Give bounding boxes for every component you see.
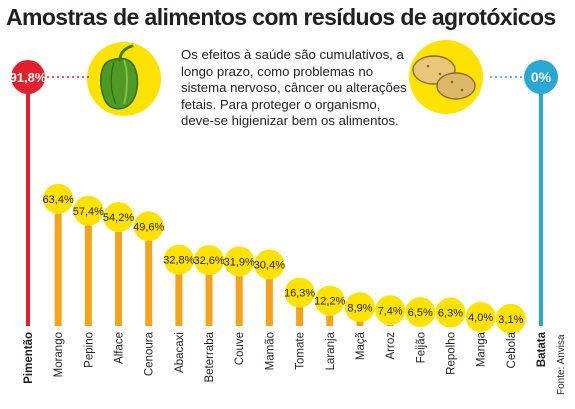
value-disc-maca	[344, 292, 375, 323]
category-label-batata: Batata	[536, 331, 548, 367]
value-label-pepino: 57,4%	[73, 206, 104, 218]
category-label-cenoura: Cenoura	[144, 331, 156, 376]
value-disc-abacaxi	[163, 244, 194, 275]
category-label-repolho: Repolho	[445, 332, 457, 375]
category-label-feijao: Feijão	[415, 332, 427, 363]
category-label-couve: Couve	[234, 332, 246, 365]
green-pepper-icon	[87, 42, 161, 116]
value-disc-couve	[224, 246, 255, 277]
value-label-mamao: 30,4%	[254, 260, 285, 272]
chart-title: Amostras de alimentos com resíduos de ag…	[6, 4, 556, 30]
value-disc-cebola	[495, 303, 526, 334]
bar-abacaxi	[171, 258, 186, 326]
category-labels-group: Pimentão Morango Pepino Alface Cenoura Abacax…	[23, 331, 548, 383]
value-disc-manga	[465, 302, 496, 333]
value-label-tomate: 16,3%	[284, 288, 315, 300]
value-label-laranja: 12,2%	[314, 296, 345, 308]
bar-couve	[232, 260, 247, 326]
value-label-pimentao: 91,8%	[10, 70, 47, 85]
value-label-cenoura: 49,6%	[133, 221, 164, 233]
bar-pepino	[81, 209, 96, 326]
value-disc-pepino	[73, 195, 104, 226]
value-labels-group: 91,8% 63,4%57,4%54,2%49,6% 32,8%32,6%31,9%…	[10, 60, 558, 334]
value-label-arroz: 7,4%	[378, 305, 403, 317]
value-label-abacaxi: 32,8%	[163, 255, 194, 267]
value-disc-arroz	[375, 295, 406, 326]
bar-alface	[111, 216, 126, 326]
bars-group	[26, 93, 543, 330]
category-label-beterraba: Beterraba	[204, 331, 216, 382]
value-disc-mamao	[254, 249, 285, 280]
value-disc-alface	[103, 202, 134, 233]
category-label-pepino: Pepino	[83, 332, 95, 368]
value-disc-repolho	[435, 297, 466, 328]
value-label-batata: 0%	[531, 69, 552, 85]
value-disc-laranja	[314, 285, 345, 316]
value-label-cebola: 3,1%	[498, 314, 523, 326]
value-marker-batata	[524, 60, 558, 94]
value-label-maca: 8,9%	[347, 302, 372, 314]
category-label-alface: Alface	[114, 332, 126, 364]
value-label-alface: 54,2%	[103, 212, 134, 224]
health-note: Os efeitos à saúde são cumulativos, a lo…	[181, 47, 407, 129]
category-label-manga: Manga	[476, 331, 488, 367]
category-label-morango: Morango	[53, 332, 65, 377]
category-label-pimentao: Pimentão	[23, 332, 35, 384]
value-label-repolho: 6,3%	[438, 307, 463, 319]
bar-beterraba	[202, 259, 217, 326]
value-label-manga: 4,0%	[468, 312, 493, 324]
category-label-laranja: Laranja	[325, 331, 337, 370]
category-label-abacaxi: Abacaxi	[174, 332, 186, 373]
bar-cenoura	[141, 225, 156, 326]
value-label-couve: 31,9%	[224, 257, 255, 269]
value-label-feijao: 6,5%	[408, 307, 433, 319]
value-disc-tomate	[284, 277, 315, 308]
category-label-mamao: Mamão	[264, 332, 276, 370]
value-disc-morango	[43, 183, 74, 214]
category-label-arroz: Arroz	[385, 332, 397, 360]
category-label-maca: Maçã	[355, 331, 367, 360]
bar-mamao	[262, 263, 277, 326]
category-label-tomate: Tomate	[295, 332, 307, 370]
category-label-cebola: Cebola	[506, 331, 518, 368]
potatoes-icon	[409, 40, 483, 114]
value-label-morango: 63,4%	[43, 194, 74, 206]
value-marker-pimentao	[11, 60, 45, 94]
value-label-beterraba: 32,6%	[193, 255, 224, 267]
bar-morango	[51, 197, 66, 326]
value-disc-cenoura	[133, 211, 164, 242]
value-disc-feijao	[405, 297, 436, 328]
value-disc-beterraba	[194, 245, 225, 276]
